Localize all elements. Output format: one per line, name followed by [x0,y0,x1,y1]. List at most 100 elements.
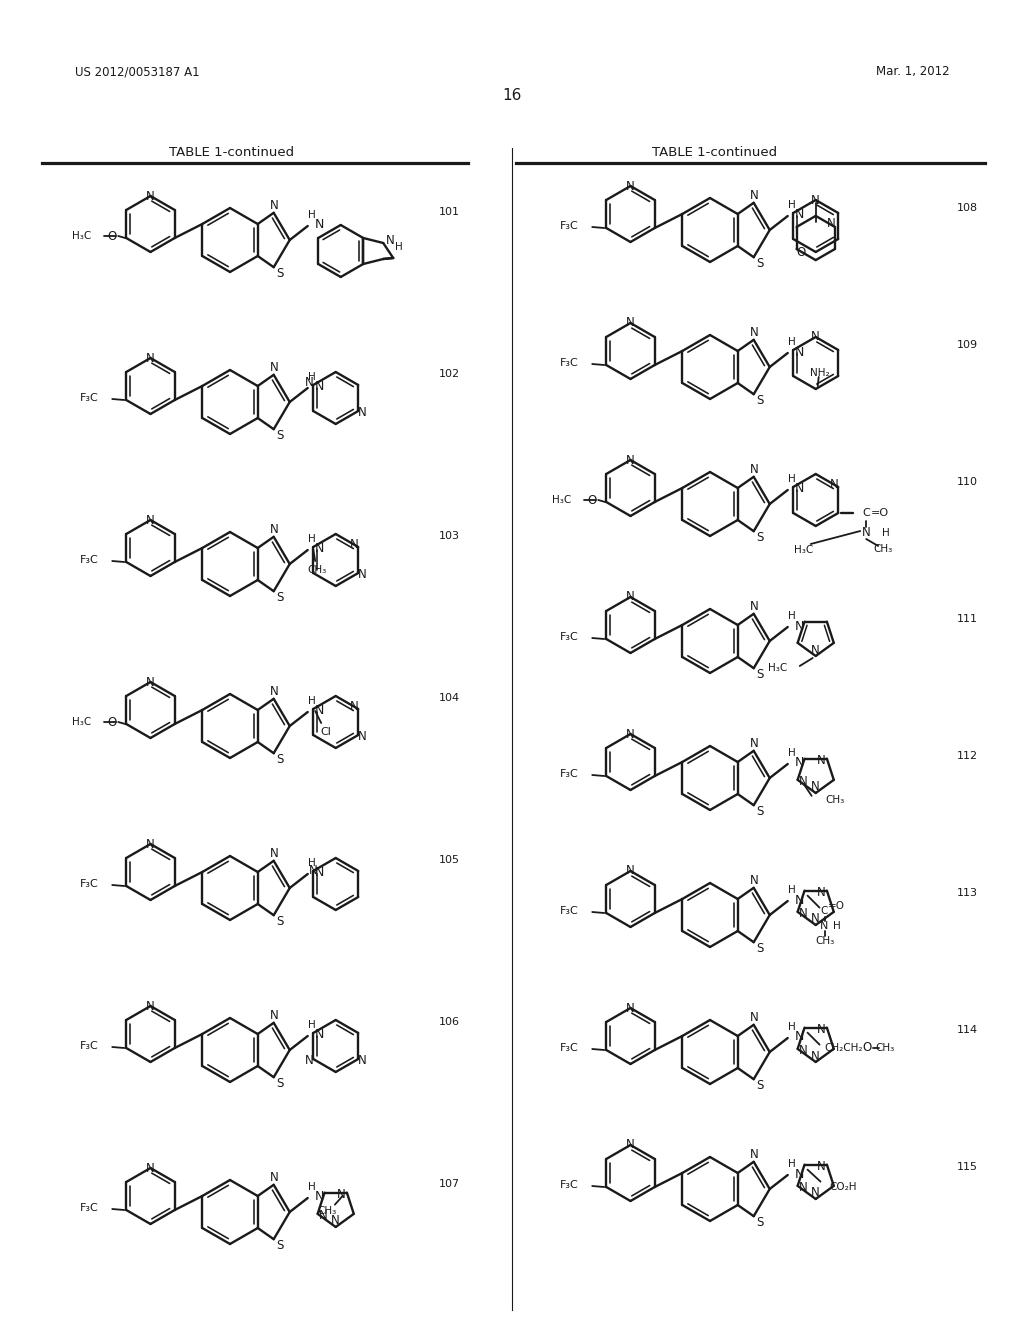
Text: N: N [626,180,635,193]
Text: O: O [862,1041,871,1055]
Text: N: N [816,754,825,767]
Text: CH₃: CH₃ [307,565,327,576]
Text: N: N [146,190,155,202]
Text: F₃C: F₃C [80,1041,98,1051]
Text: H: H [787,201,796,210]
Text: N: N [270,847,280,861]
Text: N: N [319,1209,328,1222]
Text: N: N [332,1214,340,1228]
Text: F₃C: F₃C [559,358,579,368]
Text: N: N [270,1010,280,1022]
Text: N: N [811,644,820,656]
Text: N: N [795,346,805,359]
Text: N: N [626,317,635,330]
Text: N: N [829,478,839,491]
Text: N: N [270,685,280,698]
Text: N: N [386,235,394,248]
Text: H: H [395,242,403,252]
Text: 115: 115 [957,1162,978,1172]
Text: F₃C: F₃C [559,632,579,642]
Text: H: H [833,920,841,931]
Text: N: N [816,1160,825,1173]
Text: C: C [862,508,870,517]
Text: N: N [315,219,325,231]
Text: N: N [795,209,805,222]
Text: H: H [787,748,796,758]
Text: N: N [270,1171,280,1184]
Text: H: H [308,210,315,220]
Text: O: O [108,715,117,729]
Text: H₃C: H₃C [794,545,813,554]
Text: N: N [626,454,635,466]
Text: H: H [308,535,315,544]
Text: CH₃: CH₃ [317,1205,337,1216]
Text: N: N [820,920,828,931]
Text: N: N [811,912,820,925]
Text: N: N [305,1055,313,1068]
Text: H: H [787,611,796,620]
Text: N: N [795,756,805,770]
Text: S: S [276,429,284,442]
Text: H₃C: H₃C [72,231,91,242]
Text: N: N [626,865,635,878]
Text: N: N [826,218,836,231]
Text: N: N [315,705,325,718]
Text: N: N [626,1002,635,1015]
Text: N: N [309,865,317,878]
Text: CH₃: CH₃ [815,936,835,945]
Text: N: N [337,1188,345,1201]
Text: CH₃: CH₃ [873,544,893,554]
Text: H: H [787,1022,796,1032]
Text: H: H [787,1159,796,1170]
Text: C: C [821,906,828,916]
Text: N: N [811,330,820,343]
Text: F₃C: F₃C [80,393,98,403]
Text: O: O [588,494,597,507]
Text: CH₃: CH₃ [825,795,845,805]
Text: S: S [276,591,284,603]
Text: H₃C: H₃C [72,717,91,727]
Text: N: N [795,894,805,907]
Text: 16: 16 [503,87,521,103]
Text: N: N [146,351,155,364]
Text: N: N [816,1023,825,1036]
Text: 106: 106 [439,1016,460,1027]
Text: F₃C: F₃C [80,554,98,565]
Text: N: N [146,837,155,850]
Text: TABLE 1-continued: TABLE 1-continued [169,145,295,158]
Text: 105: 105 [439,855,460,865]
Text: N: N [795,619,805,632]
Text: S: S [756,1078,764,1092]
Text: H: H [308,696,315,706]
Text: 114: 114 [956,1026,978,1035]
Text: Cl: Cl [321,727,332,737]
Text: N: N [751,189,759,202]
Text: F₃C: F₃C [559,220,579,231]
Text: H: H [308,1181,315,1192]
Text: S: S [756,941,764,954]
Text: 108: 108 [956,203,978,213]
Text: 102: 102 [439,370,460,379]
Text: N: N [751,326,759,339]
Text: TABLE 1-continued: TABLE 1-continued [652,145,777,158]
Text: N: N [315,380,325,393]
Text: N: N [315,866,325,879]
Text: N: N [146,676,155,689]
Text: NH₂: NH₂ [810,368,829,378]
Text: =O: =O [828,900,845,911]
Text: H: H [308,372,315,381]
Text: N: N [270,523,280,536]
Text: F₃C: F₃C [80,879,98,888]
Text: N: N [751,1011,759,1024]
Text: N: N [357,407,367,420]
Text: N: N [626,590,635,603]
Text: N: N [811,780,820,793]
Text: S: S [756,805,764,817]
Text: H₃C: H₃C [552,495,571,506]
Text: N: N [270,362,280,375]
Text: N: N [751,738,759,750]
Text: N: N [811,194,820,206]
Text: N: N [315,1028,325,1041]
Text: 107: 107 [439,1179,460,1189]
Text: US 2012/0053187 A1: US 2012/0053187 A1 [75,66,200,78]
